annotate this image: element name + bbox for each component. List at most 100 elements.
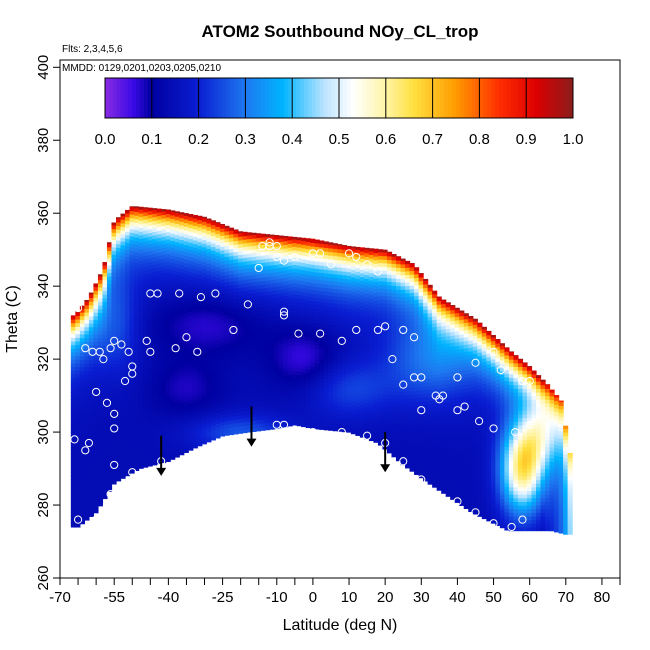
heatmap-cell (423, 367, 429, 373)
heatmap-cell (206, 361, 212, 366)
heatmap-cell (296, 283, 302, 288)
heatmap-cell (84, 414, 90, 419)
heatmap-cell (414, 430, 420, 435)
heatmap-cell (138, 329, 144, 334)
heatmap-cell (256, 357, 262, 363)
heatmap-cell (192, 404, 198, 409)
heatmap-cell (341, 387, 347, 393)
heatmap-cell (147, 458, 153, 463)
heatmap-cell (292, 366, 298, 371)
heatmap-cell (237, 283, 244, 288)
heatmap-cell (129, 319, 135, 325)
heatmap-cell (93, 319, 99, 324)
heatmap-cell (179, 421, 185, 427)
heatmap-cell (414, 434, 420, 439)
heatmap-cell (102, 262, 108, 266)
heatmap-cell (129, 206, 135, 208)
heatmap-cell (450, 466, 456, 471)
heatmap-cell (310, 238, 316, 243)
heatmap-cell (97, 334, 104, 339)
heatmap-cell (274, 297, 280, 302)
heatmap-cell (287, 363, 293, 369)
heatmap-cell (88, 352, 95, 357)
heatmap-cell (278, 405, 284, 410)
heatmap-cell (265, 309, 271, 314)
heatmap-cell (102, 451, 108, 456)
heatmap-cell (125, 409, 131, 415)
heatmap-cell (292, 242, 298, 247)
heatmap-cell (391, 361, 397, 367)
heatmap-cell (368, 327, 375, 332)
heatmap-cell (106, 337, 113, 343)
heatmap-cell (192, 327, 198, 332)
heatmap-cell (314, 264, 320, 269)
heatmap-cell (283, 295, 289, 300)
heatmap-cell (269, 374, 275, 379)
heatmap-cell (341, 344, 347, 349)
heatmap-cell (246, 238, 253, 243)
heatmap-cell (355, 351, 361, 356)
heatmap-cell (134, 229, 140, 234)
heatmap-cell (228, 394, 235, 399)
heatmap-cell (93, 304, 99, 310)
heatmap-cell (432, 377, 438, 382)
heatmap-cell (405, 278, 411, 283)
heatmap-cell (134, 269, 140, 274)
heatmap-cell (197, 369, 203, 374)
heatmap-cell (265, 294, 271, 299)
heatmap-cell (179, 378, 185, 383)
heatmap-cell (328, 408, 334, 413)
heatmap-cell (197, 442, 203, 447)
heatmap-cell (215, 339, 221, 344)
heatmap-cell (170, 240, 176, 245)
heatmap-cell (256, 255, 262, 260)
heatmap-cell (341, 245, 347, 250)
heatmap-cell (359, 309, 365, 314)
heatmap-cell (70, 439, 76, 444)
heatmap-cell (197, 365, 203, 370)
heatmap-cell (106, 301, 113, 306)
heatmap-cell (129, 210, 135, 215)
heatmap-cell (224, 387, 230, 392)
heatmap-cell (386, 423, 393, 428)
heatmap-cell (332, 368, 338, 373)
heatmap-cell (120, 213, 126, 217)
heatmap-cell (75, 512, 81, 517)
heatmap-cell (138, 289, 144, 294)
heatmap-cell (192, 400, 198, 405)
heatmap-cell (296, 396, 302, 401)
heatmap-cell (125, 406, 131, 411)
heatmap-cell (414, 394, 420, 399)
heatmap-cell (206, 383, 212, 388)
heatmap-cell (409, 270, 415, 275)
heatmap-cell (373, 270, 379, 275)
heatmap-cell (84, 425, 90, 430)
heatmap-cell (219, 373, 225, 379)
heatmap-cell (400, 391, 406, 396)
heatmap-cell (116, 240, 122, 245)
heatmap-cell (161, 433, 167, 438)
heatmap-cell (215, 317, 221, 322)
heatmap-cell (246, 300, 253, 305)
heatmap-cell (337, 285, 343, 290)
heatmap-cell (346, 286, 352, 291)
heatmap-cell (102, 294, 108, 299)
heatmap-cell (70, 402, 76, 408)
heatmap-cell (382, 299, 388, 304)
heatmap-cell (427, 454, 433, 460)
heatmap-cell (445, 302, 451, 308)
heatmap-cell (373, 376, 379, 381)
heatmap-cell (450, 481, 456, 486)
heatmap-cell (161, 210, 167, 216)
heatmap-cell (436, 322, 442, 327)
heatmap-cell (79, 494, 85, 499)
heatmap-cell (170, 382, 176, 387)
heatmap-cell (93, 457, 99, 463)
heatmap-cell (129, 432, 135, 438)
heatmap-cell (301, 324, 307, 329)
heatmap-cell (125, 395, 131, 400)
heatmap-cell (224, 274, 230, 279)
heatmap-cell (75, 475, 81, 481)
heatmap-cell (129, 254, 135, 259)
heatmap-cell (301, 237, 307, 242)
